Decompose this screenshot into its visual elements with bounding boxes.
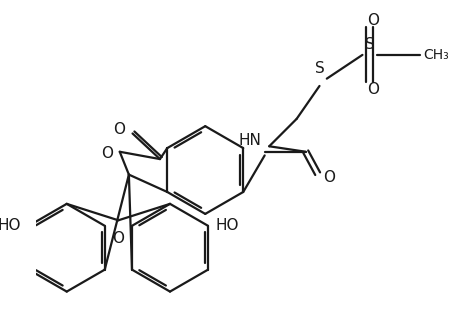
Text: S: S	[315, 61, 324, 76]
Text: HN: HN	[238, 133, 261, 148]
Text: O: O	[101, 146, 113, 161]
Text: HO: HO	[0, 218, 21, 233]
Text: O: O	[113, 122, 125, 137]
Text: O: O	[323, 170, 335, 185]
Text: O: O	[113, 231, 124, 246]
Text: O: O	[367, 13, 380, 28]
Text: O: O	[367, 82, 380, 97]
Text: CH₃: CH₃	[424, 48, 449, 62]
Text: S: S	[365, 37, 375, 52]
Text: HO: HO	[215, 218, 239, 233]
